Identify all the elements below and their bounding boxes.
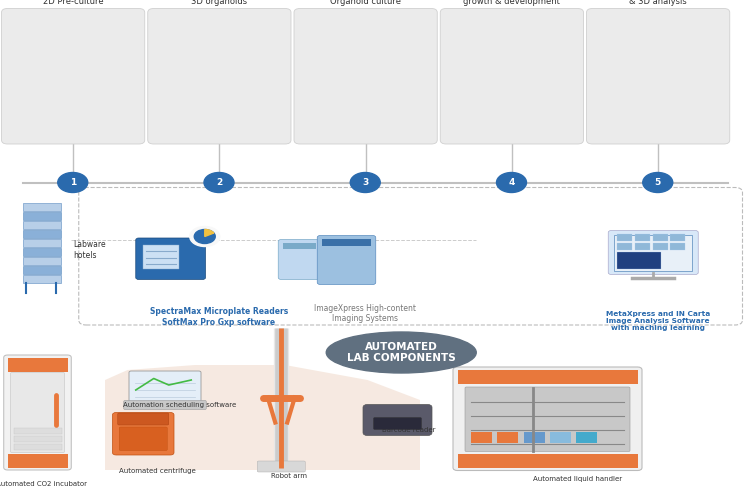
FancyBboxPatch shape <box>363 404 432 436</box>
FancyBboxPatch shape <box>471 432 492 442</box>
FancyBboxPatch shape <box>283 242 316 248</box>
Text: MetaXpress and IN Carta
Image Analysis Software
with maching learning: MetaXpress and IN Carta Image Analysis S… <box>606 311 709 331</box>
FancyBboxPatch shape <box>576 432 597 442</box>
FancyBboxPatch shape <box>440 8 584 144</box>
FancyBboxPatch shape <box>22 274 62 282</box>
Text: Monitoring organoid
growth & development: Monitoring organoid growth & development <box>464 0 560 6</box>
FancyBboxPatch shape <box>8 454 68 468</box>
Text: Automated liquid handler: Automated liquid handler <box>533 476 622 482</box>
FancyBboxPatch shape <box>124 400 206 409</box>
Text: Automation scheduling software: Automation scheduling software <box>123 402 237 408</box>
Text: 5: 5 <box>655 178 661 187</box>
Text: 2: 2 <box>216 178 222 187</box>
Text: 3: 3 <box>362 178 368 187</box>
Text: Barcode reader: Barcode reader <box>382 428 436 434</box>
FancyBboxPatch shape <box>608 230 698 274</box>
FancyBboxPatch shape <box>22 266 62 274</box>
FancyBboxPatch shape <box>13 428 62 434</box>
FancyBboxPatch shape <box>10 372 64 452</box>
Circle shape <box>496 172 526 193</box>
Text: Developing
3D organoids: Developing 3D organoids <box>191 0 248 6</box>
Circle shape <box>194 230 215 243</box>
FancyBboxPatch shape <box>22 202 62 210</box>
Text: Robot arm: Robot arm <box>271 472 307 478</box>
FancyBboxPatch shape <box>586 8 730 144</box>
FancyBboxPatch shape <box>614 234 692 270</box>
FancyBboxPatch shape <box>458 454 638 468</box>
Text: ImageXpress High-content
Imaging Systems: ImageXpress High-content Imaging Systems <box>314 304 416 324</box>
FancyBboxPatch shape <box>112 412 174 455</box>
FancyBboxPatch shape <box>634 243 650 250</box>
FancyBboxPatch shape <box>550 432 571 442</box>
FancyBboxPatch shape <box>118 413 169 425</box>
FancyBboxPatch shape <box>22 256 62 264</box>
FancyBboxPatch shape <box>616 243 632 250</box>
FancyBboxPatch shape <box>278 240 320 280</box>
FancyBboxPatch shape <box>119 427 167 450</box>
FancyBboxPatch shape <box>453 367 642 470</box>
FancyBboxPatch shape <box>317 236 376 284</box>
FancyBboxPatch shape <box>374 418 422 430</box>
Text: Automated centrifuge: Automated centrifuge <box>119 468 196 473</box>
Text: 4: 4 <box>509 178 515 187</box>
FancyBboxPatch shape <box>652 234 668 241</box>
FancyBboxPatch shape <box>670 243 686 250</box>
Text: Confocal imaging
& 3D analysis: Confocal imaging & 3D analysis <box>622 0 695 6</box>
Text: 1: 1 <box>70 178 76 187</box>
Polygon shape <box>105 365 420 470</box>
FancyBboxPatch shape <box>143 244 179 268</box>
FancyBboxPatch shape <box>22 248 62 256</box>
FancyBboxPatch shape <box>616 234 632 241</box>
Circle shape <box>643 172 673 193</box>
FancyBboxPatch shape <box>524 432 544 442</box>
FancyBboxPatch shape <box>458 370 638 384</box>
FancyBboxPatch shape <box>616 252 662 268</box>
FancyBboxPatch shape <box>634 234 650 241</box>
FancyBboxPatch shape <box>670 234 686 241</box>
FancyBboxPatch shape <box>257 461 305 472</box>
FancyBboxPatch shape <box>22 220 62 228</box>
FancyBboxPatch shape <box>22 230 62 237</box>
Circle shape <box>204 172 234 193</box>
Text: Automated CO2 incubator: Automated CO2 incubator <box>0 481 87 487</box>
FancyBboxPatch shape <box>13 436 62 442</box>
FancyBboxPatch shape <box>2 8 145 144</box>
Circle shape <box>58 172 88 193</box>
FancyBboxPatch shape <box>13 444 62 450</box>
Ellipse shape <box>326 332 476 373</box>
FancyBboxPatch shape <box>22 212 62 220</box>
FancyBboxPatch shape <box>4 355 71 470</box>
FancyBboxPatch shape <box>22 238 62 246</box>
Text: Labware
hotels: Labware hotels <box>73 240 105 260</box>
Circle shape <box>350 172 380 193</box>
FancyBboxPatch shape <box>148 8 291 144</box>
Wedge shape <box>205 230 214 236</box>
FancyBboxPatch shape <box>294 8 437 144</box>
FancyBboxPatch shape <box>652 243 668 250</box>
Text: AUTOMATED
LAB COMPONENTS: AUTOMATED LAB COMPONENTS <box>346 342 455 363</box>
FancyBboxPatch shape <box>129 371 201 404</box>
Text: 2D Pre-culture: 2D Pre-culture <box>43 0 104 6</box>
FancyBboxPatch shape <box>465 387 630 452</box>
Text: Organoid culture: Organoid culture <box>330 0 401 6</box>
FancyBboxPatch shape <box>497 432 518 442</box>
Circle shape <box>190 226 220 246</box>
FancyBboxPatch shape <box>136 238 206 280</box>
FancyBboxPatch shape <box>8 358 68 372</box>
Text: SpectraMax Microplate Readers
SoftMax Pro Gxp software: SpectraMax Microplate Readers SoftMax Pr… <box>150 308 288 327</box>
FancyBboxPatch shape <box>322 238 371 246</box>
